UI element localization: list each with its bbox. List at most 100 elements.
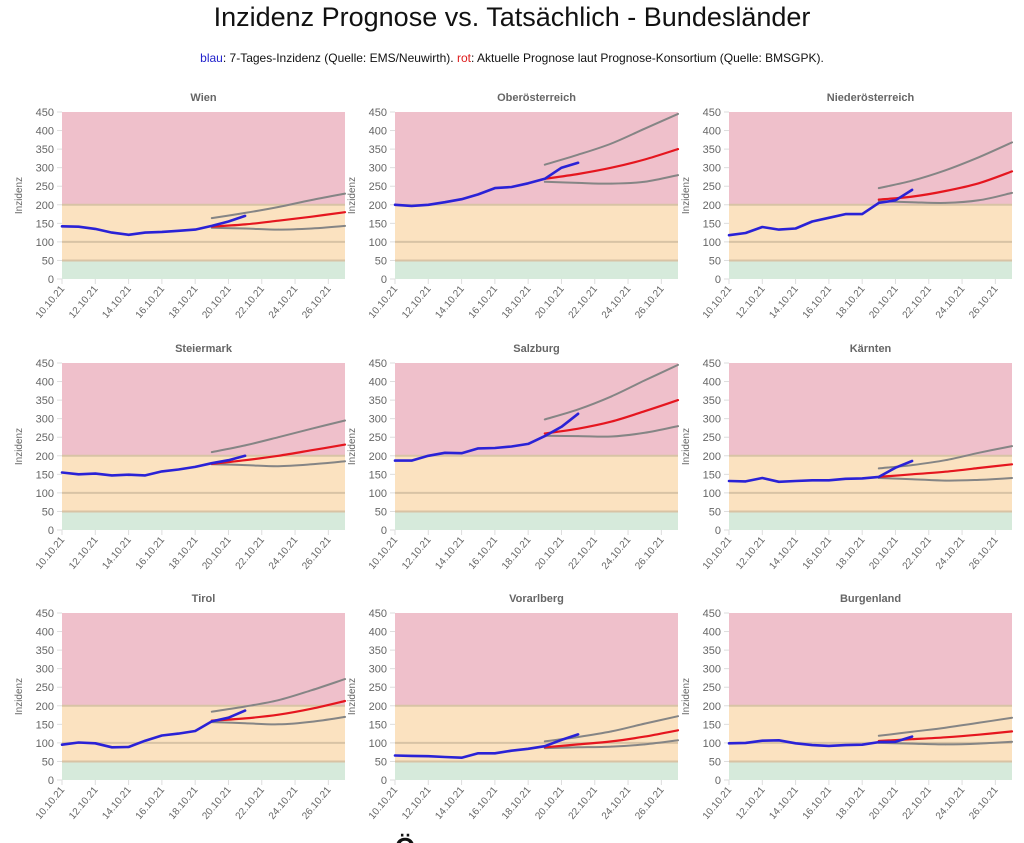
y-tick-label: 300 bbox=[703, 664, 721, 676]
data-point bbox=[560, 166, 563, 169]
data-point bbox=[610, 142, 613, 145]
y-tick-label: 150 bbox=[703, 469, 721, 481]
y-axis-label: Inzidenz bbox=[14, 177, 25, 214]
data-point bbox=[227, 220, 230, 223]
y-tick-label: 300 bbox=[703, 414, 721, 426]
data-point bbox=[444, 452, 446, 454]
zone-low bbox=[395, 761, 678, 780]
x-tick-label: 22.10.21 bbox=[567, 535, 601, 572]
y-tick-label: 100 bbox=[703, 237, 721, 249]
y-tick-label: 150 bbox=[703, 719, 721, 731]
zone-high bbox=[729, 613, 1012, 706]
data-point bbox=[643, 735, 646, 738]
data-point bbox=[944, 479, 947, 482]
data-point bbox=[728, 234, 730, 236]
x-tick-label: 18.10.21 bbox=[167, 284, 201, 321]
data-point bbox=[861, 477, 863, 480]
chart-title: Kärnten bbox=[850, 343, 892, 355]
y-tick-label: 150 bbox=[36, 719, 54, 731]
data-point bbox=[244, 223, 246, 226]
data-point bbox=[510, 749, 513, 752]
data-point bbox=[127, 473, 130, 476]
data-point bbox=[944, 169, 947, 172]
data-point bbox=[677, 425, 679, 427]
x-tick-label: 20.10.21 bbox=[867, 284, 901, 321]
data-point bbox=[761, 739, 764, 742]
y-tick-label: 150 bbox=[36, 469, 54, 481]
data-point bbox=[643, 127, 646, 130]
series-actual-line bbox=[60, 214, 247, 237]
data-point bbox=[577, 153, 579, 156]
data-point bbox=[977, 467, 980, 469]
data-point bbox=[844, 744, 847, 746]
data-point bbox=[344, 192, 346, 195]
data-point bbox=[643, 743, 646, 746]
x-tick-label: 18.10.21 bbox=[834, 284, 868, 321]
data-point bbox=[677, 174, 679, 176]
chart-title: Niederösterreich bbox=[827, 92, 915, 104]
data-point bbox=[244, 444, 246, 447]
x-tick-label: 12.10.21 bbox=[67, 284, 101, 321]
x-tick-label: 22.10.21 bbox=[234, 284, 268, 321]
y-tick-label: 0 bbox=[381, 775, 387, 787]
y-tick-label: 400 bbox=[36, 126, 54, 138]
zone-mid bbox=[729, 705, 1012, 762]
data-point bbox=[577, 408, 579, 411]
data-point bbox=[894, 741, 897, 743]
data-point bbox=[94, 228, 97, 230]
data-point bbox=[878, 741, 880, 743]
x-tick-label: 22.10.21 bbox=[901, 284, 935, 321]
data-point bbox=[677, 399, 679, 401]
data-point bbox=[794, 742, 797, 745]
x-tick-label: 26.10.21 bbox=[967, 535, 1001, 572]
data-point bbox=[977, 156, 980, 159]
zone-low bbox=[395, 511, 678, 530]
zone-high bbox=[62, 613, 345, 706]
y-tick-label: 400 bbox=[703, 377, 721, 389]
data-point bbox=[460, 452, 463, 455]
data-point bbox=[761, 477, 764, 479]
data-point bbox=[878, 198, 880, 201]
data-point bbox=[977, 742, 980, 745]
data-point bbox=[444, 201, 446, 203]
data-point bbox=[577, 162, 579, 164]
y-tick-label: 350 bbox=[36, 144, 54, 156]
data-point bbox=[277, 465, 280, 468]
data-point bbox=[544, 163, 546, 166]
y-tick-label: 400 bbox=[703, 627, 721, 639]
y-tick-label: 350 bbox=[703, 395, 721, 407]
zone-high bbox=[395, 112, 678, 205]
data-point bbox=[911, 195, 913, 198]
y-tick-label: 350 bbox=[369, 144, 387, 156]
x-tick-label: 22.10.21 bbox=[234, 785, 268, 822]
data-point bbox=[744, 742, 747, 744]
y-tick-label: 50 bbox=[709, 255, 721, 267]
chart-panel: Oberösterreich 0 50 100 150 200 250 300 350 400 45… bbox=[347, 92, 680, 321]
data-point bbox=[878, 202, 880, 204]
y-tick-label: 100 bbox=[36, 237, 54, 249]
x-tick-label: 10.10.21 bbox=[701, 284, 735, 321]
data-point bbox=[878, 187, 880, 189]
data-point bbox=[527, 182, 529, 185]
data-point bbox=[527, 748, 529, 750]
data-point bbox=[427, 755, 430, 757]
data-point bbox=[527, 443, 529, 445]
data-point bbox=[460, 198, 463, 200]
data-point bbox=[778, 228, 780, 231]
x-tick-label: 24.10.21 bbox=[600, 785, 634, 822]
data-point bbox=[811, 220, 813, 223]
x-tick-label: 20.10.21 bbox=[867, 785, 901, 822]
data-point bbox=[577, 733, 579, 736]
data-point bbox=[878, 476, 880, 478]
data-point bbox=[828, 217, 830, 219]
zone-high bbox=[729, 112, 1012, 205]
data-point bbox=[1011, 445, 1013, 447]
data-point bbox=[77, 225, 80, 228]
data-point bbox=[643, 722, 646, 725]
y-tick-label: 450 bbox=[703, 358, 721, 370]
chart-title: Vorarlberg bbox=[509, 593, 564, 605]
y-tick-label: 150 bbox=[369, 218, 387, 230]
y-tick-label: 350 bbox=[369, 395, 387, 407]
zone-mid bbox=[62, 204, 345, 261]
x-tick-label: 24.10.21 bbox=[934, 284, 968, 321]
